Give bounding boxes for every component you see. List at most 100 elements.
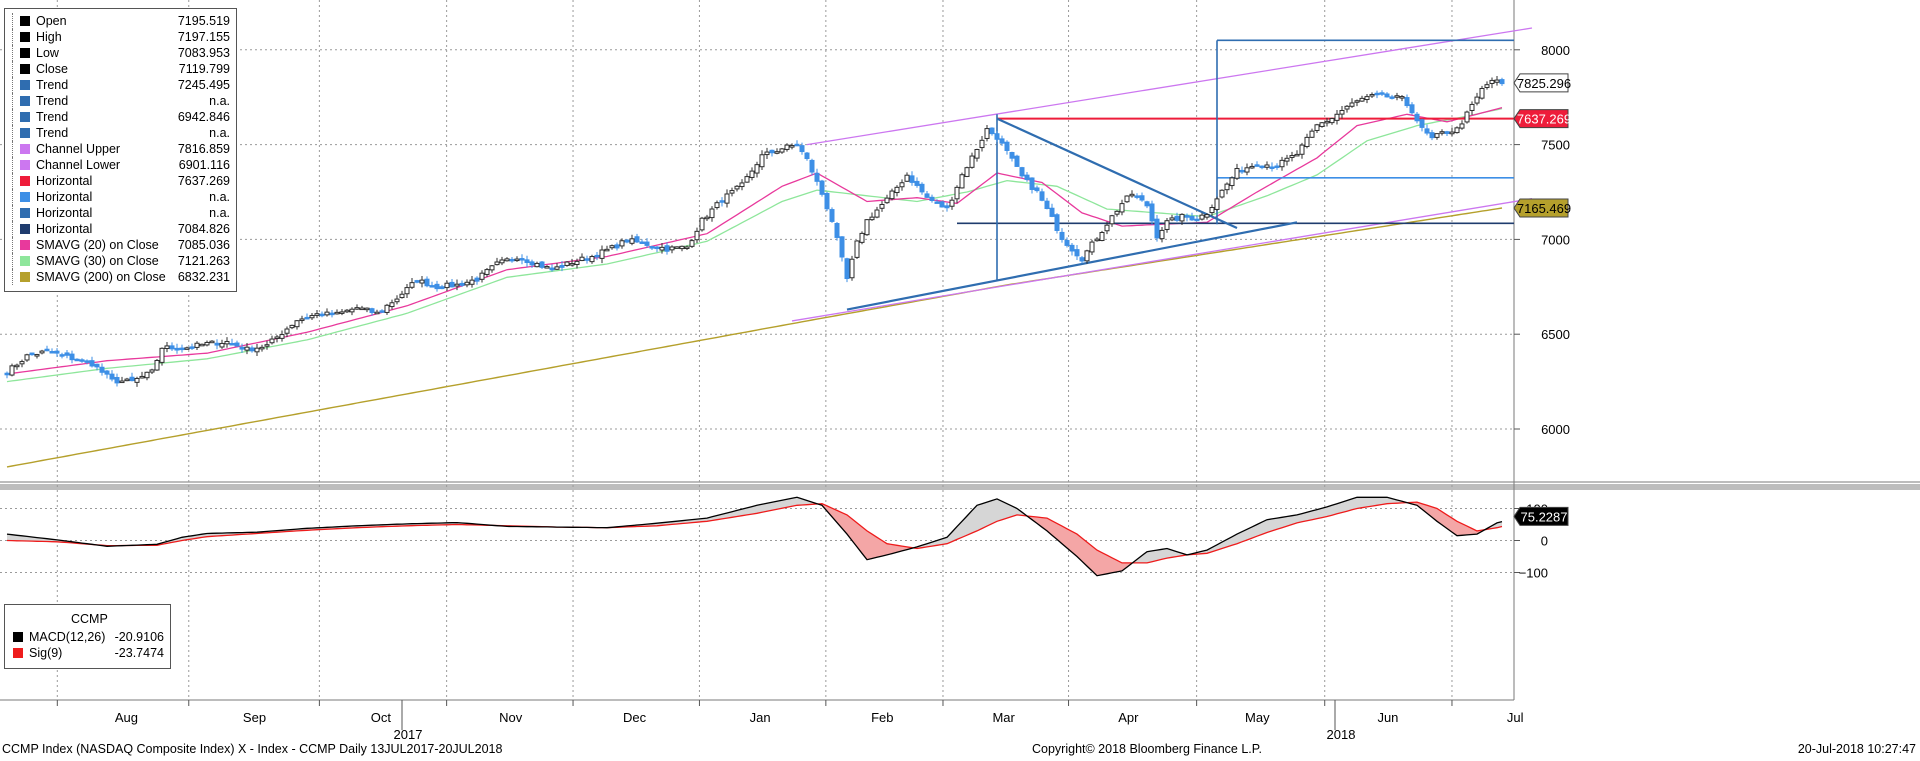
candle-body	[1194, 218, 1200, 222]
candle-body	[1074, 249, 1080, 257]
legend-row: Close 7119.799	[5, 61, 236, 77]
macd-fill	[1322, 506, 1327, 518]
macd-last-label: 75.2287	[1521, 509, 1568, 524]
candle-body	[454, 283, 460, 287]
legend-swatch	[20, 96, 30, 106]
candle-body	[364, 307, 370, 311]
legend-row: Channel Lower 6901.116	[5, 157, 236, 173]
legend-swatch	[20, 32, 30, 42]
candle-body	[24, 354, 30, 361]
candle-body	[564, 261, 570, 266]
candle-body	[1484, 84, 1490, 88]
macd-fill	[847, 514, 852, 541]
macd-fill	[767, 502, 772, 512]
candle-body	[189, 346, 195, 349]
candle-body	[149, 369, 155, 373]
macd-fill	[897, 545, 902, 553]
macd-fill	[1142, 551, 1147, 563]
legend-value: n.a.	[209, 94, 230, 108]
candle-body	[529, 261, 535, 266]
price-axis-label: 7000	[1541, 232, 1570, 247]
candle-body	[54, 350, 60, 354]
macd-line	[6, 496, 1503, 577]
candle-body	[1369, 94, 1375, 97]
candle-body	[114, 376, 120, 384]
macd-fill	[1047, 518, 1052, 536]
candle-body	[719, 200, 725, 203]
candle-body	[304, 316, 310, 320]
candle-body	[634, 236, 640, 243]
candle-body	[769, 149, 775, 154]
price-tag-box	[1513, 109, 1569, 129]
macd-fill	[1352, 497, 1357, 510]
macd-fill	[1297, 513, 1302, 523]
candle-body	[1164, 220, 1170, 230]
month-label: Jul	[1507, 710, 1524, 725]
macd-fill	[1292, 514, 1297, 525]
candle-body	[554, 266, 560, 270]
candle-body	[1144, 201, 1150, 207]
candle-body	[1069, 244, 1075, 252]
macd-legend-title: CCMP	[71, 612, 108, 626]
candle-body	[1354, 100, 1360, 103]
macd-fill	[872, 534, 877, 559]
legend-swatch	[20, 80, 30, 90]
candle-body	[1429, 132, 1435, 139]
candle-body	[129, 376, 135, 382]
month-label: Nov	[499, 710, 523, 725]
macd-fill	[852, 518, 857, 547]
candle-body	[614, 244, 620, 249]
legend-value: -20.9106	[114, 630, 164, 644]
candle-body	[1289, 155, 1295, 158]
candle-body	[1329, 118, 1335, 124]
macd-fill	[1422, 503, 1427, 514]
macd-fill	[1437, 508, 1442, 525]
macd-fill	[757, 504, 762, 514]
month-label: Feb	[871, 710, 893, 725]
price-tag: 7825.296	[1513, 73, 1571, 93]
candle-body	[89, 360, 95, 367]
candle-body	[399, 293, 405, 299]
candle-body	[379, 310, 385, 313]
candle-body	[969, 155, 975, 168]
candle-body	[1314, 124, 1320, 131]
candle-body	[1309, 130, 1315, 138]
macd-fill	[1312, 509, 1317, 520]
macd-fill	[1057, 523, 1062, 544]
macd-fill	[742, 507, 747, 516]
candle-body	[1134, 195, 1140, 198]
legend-row: Trend 6942.846	[5, 109, 236, 125]
candle-body	[879, 203, 885, 209]
candle-body	[944, 205, 950, 209]
candle-body	[1449, 131, 1455, 135]
macd-last-box	[1513, 506, 1569, 526]
legend-swatch	[20, 272, 30, 282]
candle-body	[1084, 250, 1090, 262]
month-label: Jun	[1377, 710, 1398, 725]
month-label: Oct	[371, 710, 392, 725]
candle-body	[1029, 177, 1035, 190]
macd-fill	[752, 505, 757, 515]
legend-row: Horizontal 7084.826	[5, 221, 236, 237]
candle-body	[139, 375, 145, 379]
candle-body	[519, 258, 525, 261]
candle-body	[629, 238, 635, 244]
macd-fill	[1107, 555, 1112, 574]
candle-body	[169, 345, 175, 350]
candle-body	[269, 338, 275, 344]
candle-body	[699, 217, 705, 231]
candle-body	[39, 350, 45, 354]
candle-body	[289, 324, 295, 329]
candle-body	[1239, 169, 1245, 173]
legend-value: 7119.799	[178, 62, 230, 76]
legend-label: Horizontal	[36, 222, 93, 236]
candle-body	[1219, 189, 1225, 198]
candle-body	[474, 277, 480, 282]
candle-body	[1374, 92, 1380, 96]
legend-label: Close	[36, 62, 68, 76]
month-label: May	[1245, 710, 1270, 725]
candle-body	[1494, 79, 1500, 83]
macd-fill	[1362, 497, 1367, 508]
macd-fill	[1372, 497, 1377, 507]
candle-body	[524, 259, 530, 264]
